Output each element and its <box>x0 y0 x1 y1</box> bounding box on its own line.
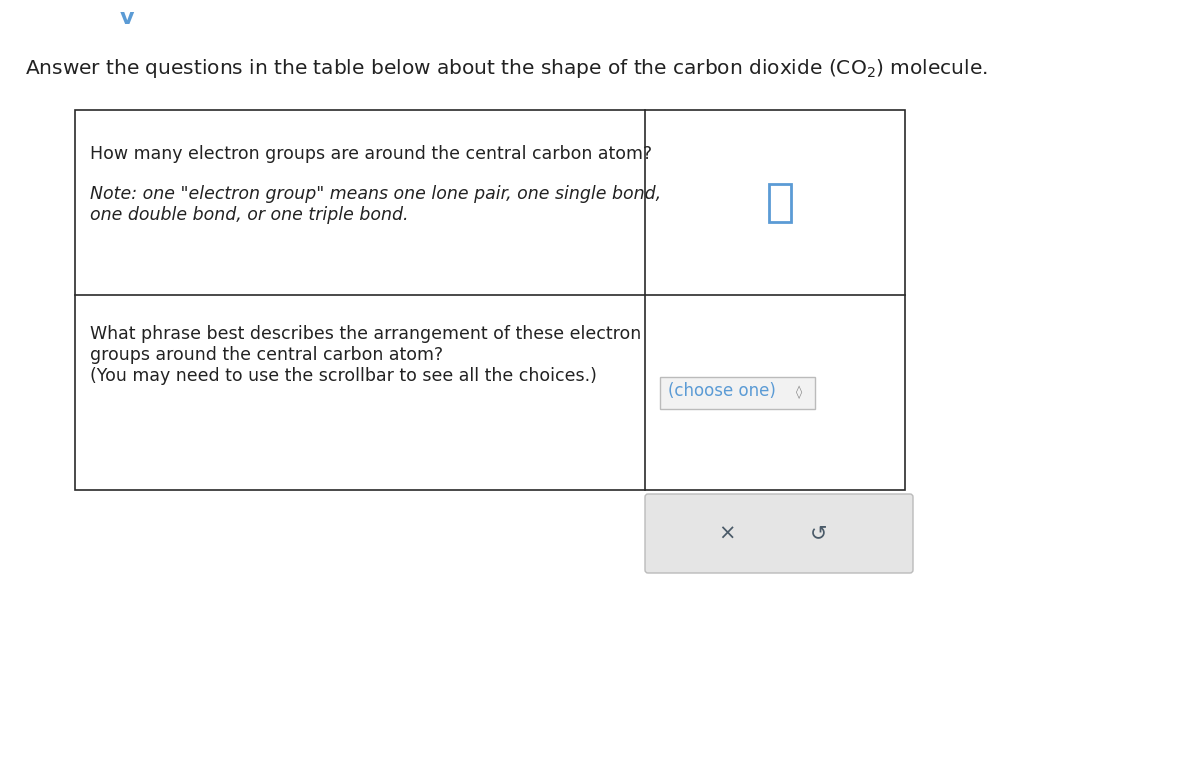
Text: Note: one "electron group" means one lone pair, one single bond,
one double bond: Note: one "electron group" means one lon… <box>90 185 661 224</box>
FancyBboxPatch shape <box>769 184 791 221</box>
Text: ×: × <box>718 524 736 544</box>
FancyBboxPatch shape <box>660 377 815 408</box>
Text: v: v <box>120 8 134 28</box>
Text: (choose one): (choose one) <box>668 382 776 401</box>
FancyBboxPatch shape <box>646 494 913 573</box>
Text: What phrase best describes the arrangement of these electron
groups around the c: What phrase best describes the arrangeme… <box>90 325 641 384</box>
Text: How many electron groups are around the central carbon atom?: How many electron groups are around the … <box>90 145 652 163</box>
Text: ↺: ↺ <box>810 524 827 544</box>
Text: ◊: ◊ <box>796 386 802 399</box>
Text: Answer the questions in the table below about the shape of the carbon dioxide $\: Answer the questions in the table below … <box>25 56 988 79</box>
